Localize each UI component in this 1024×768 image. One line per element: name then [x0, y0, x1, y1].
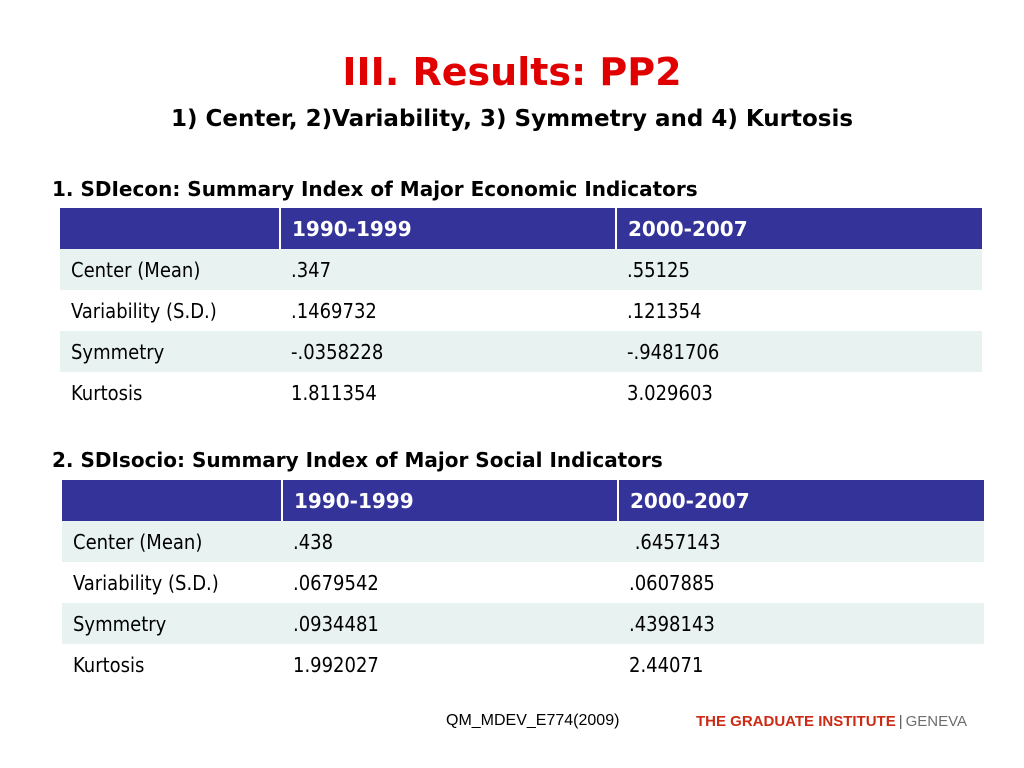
table-cell: .347	[280, 249, 616, 290]
column-header: 2000-2007	[618, 480, 984, 521]
section-heading-econ: 1. SDIecon: Summary Index of Major Econo…	[52, 177, 698, 201]
table-cell: .438	[282, 521, 618, 562]
column-header	[62, 480, 283, 521]
table-header-row: 1990-1999 2000-2007	[62, 480, 984, 521]
slide-title: III. Results: PP2	[342, 50, 682, 94]
table-row: Variability (S.D.) .0679542 .0607885	[62, 562, 984, 603]
table-cell: .55125	[616, 249, 982, 290]
table-row: Symmetry -.0358228 -.9481706	[60, 331, 982, 372]
row-label: Kurtosis	[62, 644, 282, 685]
table-cell: .6457143	[618, 521, 984, 562]
table-cell: -.9481706	[616, 331, 982, 372]
table-cell: .0679542	[282, 562, 618, 603]
row-label: Variability (S.D.)	[62, 562, 282, 603]
table-cell: 2.44071	[618, 644, 984, 685]
institute-city: GENEVA	[905, 713, 968, 730]
table-row: Variability (S.D.) .1469732 .121354	[60, 290, 982, 331]
slide-subtitle: 1) Center, 2)Variability, 3) Symmetry an…	[170, 106, 854, 132]
column-header: 1990-1999	[282, 480, 619, 521]
table-row: Center (Mean) .347 .55125	[60, 249, 982, 290]
course-code: QM_MDEV_E774(2009)	[446, 712, 620, 729]
table-row: Kurtosis 1.811354 3.029603	[60, 372, 982, 413]
table-row: Center (Mean) .438 .6457143	[62, 521, 984, 562]
table-cell: 1.992027	[282, 644, 618, 685]
table-row: Symmetry .0934481 .4398143	[62, 603, 984, 644]
table-cell: .121354	[616, 290, 982, 331]
table-cell: 1.811354	[280, 372, 616, 413]
institute-logo: THE GRADUATE INSTITUTE | GENEVA	[696, 713, 967, 730]
row-label: Center (Mean)	[62, 521, 282, 562]
table-cell: .4398143	[618, 603, 984, 644]
table-cell: .0934481	[282, 603, 618, 644]
table-row: Kurtosis 1.992027 2.44071	[62, 644, 984, 685]
column-header	[60, 208, 281, 249]
table-cell: -.0358228	[280, 331, 616, 372]
econ-summary-table: 1990-1999 2000-2007 Center (Mean) .347 .…	[60, 208, 982, 413]
institute-name: THE GRADUATE INSTITUTE	[696, 713, 896, 730]
row-label: Symmetry	[60, 331, 280, 372]
section-heading-socio: 2. SDIsocio: Summary Index of Major Soci…	[52, 448, 663, 472]
table-cell: 3.029603	[616, 372, 982, 413]
socio-summary-table: 1990-1999 2000-2007 Center (Mean) .438 .…	[62, 480, 984, 685]
table-header-row: 1990-1999 2000-2007	[60, 208, 982, 249]
row-label: Kurtosis	[60, 372, 280, 413]
row-label: Variability (S.D.)	[60, 290, 280, 331]
row-label: Center (Mean)	[60, 249, 280, 290]
row-label: Symmetry	[62, 603, 282, 644]
logo-separator: |	[898, 713, 903, 730]
column-header: 1990-1999	[280, 208, 617, 249]
column-header: 2000-2007	[616, 208, 982, 249]
table-cell: .1469732	[280, 290, 616, 331]
table-cell: .0607885	[618, 562, 984, 603]
